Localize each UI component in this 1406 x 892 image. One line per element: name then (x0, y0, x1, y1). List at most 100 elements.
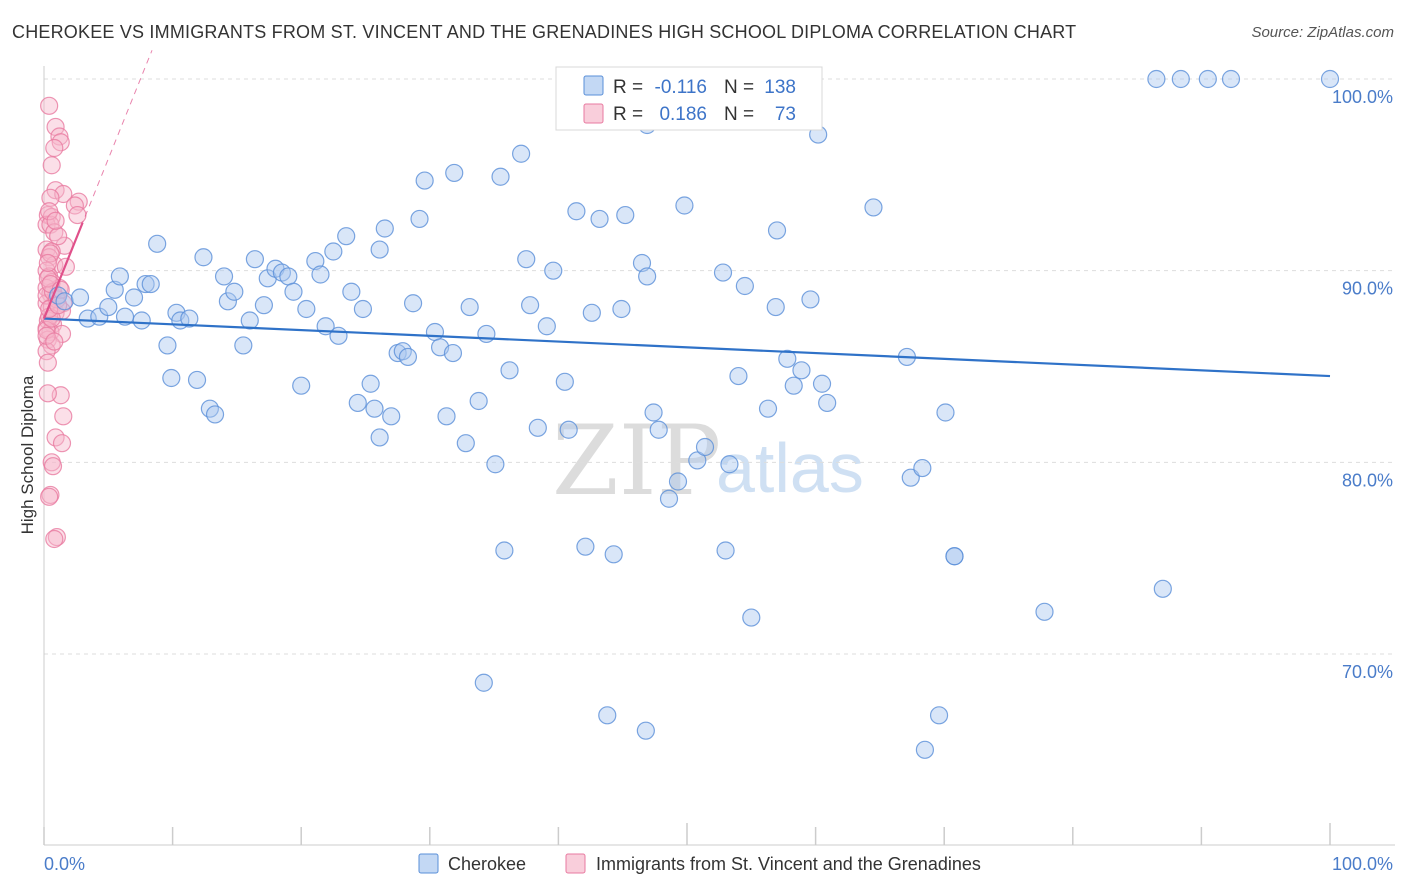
cherokee-point-72 (528, 418, 547, 437)
cherokee-point-87 (649, 420, 668, 439)
legend-swatch-cherokee (583, 75, 604, 96)
cherokee-point-91 (688, 451, 707, 470)
cherokee-point-89 (668, 472, 688, 491)
cherokee-point-24 (218, 292, 237, 311)
cherokee-point-98 (742, 608, 761, 627)
cherokee-point-97 (735, 276, 754, 296)
cherokee-point-33 (279, 267, 298, 286)
cherokee-point-126 (915, 740, 935, 759)
gridlines (44, 78, 1395, 655)
cherokee-point-84 (632, 253, 652, 273)
cherokee-point-3 (78, 309, 97, 328)
legend-r-label-cherokee: R = (613, 77, 643, 98)
cherokee-point-25 (225, 282, 244, 301)
cherokee-point-62 (460, 297, 479, 317)
cherokee-point-6 (105, 280, 124, 299)
legend-n-label-st-vincent: N = (724, 104, 754, 125)
x-tick-labels: 0.0% 100.0% (44, 854, 1393, 874)
legend-n-value-st-vincent: 73 (775, 104, 796, 125)
legend-swatch-st-vincent (583, 103, 604, 124)
cherokee-point-108 (818, 393, 837, 413)
st-vincent-point-72 (38, 253, 57, 273)
y-tick-label-100: 100.0% (1332, 87, 1393, 107)
cherokee-point-36 (297, 299, 316, 319)
cherokee-point-52 (393, 342, 412, 361)
cherokee-point-88 (659, 489, 679, 508)
y-tick-label-90: 90.0% (1342, 279, 1393, 299)
st-vincent-point-51 (40, 487, 59, 506)
watermark-zip: ZIP (552, 405, 721, 517)
cherokee-point-35 (292, 376, 311, 395)
cherokee-point-7 (110, 267, 129, 286)
cherokee-point-107 (812, 374, 832, 393)
cherokee-point-21 (200, 399, 219, 418)
st-vincent-point-69 (45, 332, 64, 351)
cherokee-point-83 (616, 205, 635, 225)
cherokee-point-67 (495, 541, 514, 560)
cherokee-point-118 (1171, 69, 1190, 89)
st-vincent-point-4 (45, 138, 64, 158)
legend-n-value-cherokee: 138 (764, 77, 796, 98)
cherokee-point-27 (240, 311, 259, 330)
st-vincent-point-49 (43, 457, 63, 476)
cherokee-point-19 (187, 370, 207, 390)
cherokee-point-96 (729, 366, 748, 386)
cherokee-point-73 (537, 317, 556, 336)
cherokee-point-22 (205, 405, 225, 424)
cherokee-point-5 (99, 297, 118, 317)
legend-n-label-cherokee: N = (724, 77, 754, 98)
st-vincent-point-2 (50, 127, 69, 146)
st-vincent-point-47 (52, 434, 72, 453)
cherokee-point-80 (590, 209, 609, 229)
cherokee-point-42 (337, 227, 356, 246)
cherokee-point-14 (158, 336, 177, 355)
cherokee-point-66 (491, 167, 510, 186)
cherokee-point-47 (365, 399, 384, 418)
cherokee-point-9 (124, 288, 144, 307)
bottom-legend: Cherokee Immigrants from St. Vincent and… (418, 853, 981, 874)
cherokee-point-64 (477, 324, 496, 344)
cherokee-point-65 (486, 455, 505, 474)
cherokee-point-82 (612, 299, 631, 319)
cherokee-point-81 (604, 545, 623, 564)
st-vincent-point-14 (37, 215, 56, 234)
cherokee-point-92 (695, 437, 715, 457)
cherokee-point-69 (512, 144, 531, 163)
cherokee-point-53 (398, 347, 418, 367)
cherokee-point-133 (929, 706, 949, 725)
st-vincent-point-52 (47, 527, 66, 547)
cherokee-point-105 (801, 290, 820, 309)
cherokee-point-20 (194, 248, 213, 267)
cherokee-point-129 (474, 673, 493, 692)
cherokee-point-70 (517, 250, 536, 269)
bottom-legend-label-st-vincent: Immigrants from St. Vincent and the Gren… (596, 854, 981, 874)
cherokee-point-95 (720, 455, 739, 474)
legend-r-label-st-vincent: R = (613, 104, 643, 125)
cherokee-point-10 (132, 311, 151, 330)
cherokee-point-28 (245, 250, 265, 269)
cherokee-point-101 (767, 221, 787, 240)
cherokee-point-120 (1221, 69, 1241, 89)
cherokee-point-34 (284, 282, 303, 301)
st-vincent-point-8 (41, 188, 60, 207)
cherokee-point-26 (234, 336, 253, 355)
cherokee-trend-line (43, 317, 1331, 378)
axes (43, 66, 1395, 846)
watermark: ZIP atlas (552, 405, 864, 517)
legend-box: R = -0.116 N = 138 R = 0.186 N = 73 (555, 66, 823, 131)
cherokee-point-103 (784, 376, 803, 395)
st-vincent-point-0 (40, 96, 59, 115)
cherokee-point-40 (324, 242, 343, 261)
cherokee-point-37 (306, 251, 325, 271)
cherokee-point-41 (329, 326, 348, 345)
watermark-atlas: atlas (716, 429, 864, 507)
st-vincent-point-5 (42, 156, 61, 175)
cherokee-point-45 (353, 299, 373, 319)
y-tick-labels: 100.0% 90.0% 80.0% 70.0% (1332, 87, 1393, 682)
cherokee-point-79 (582, 303, 601, 322)
st-vincent-point-44 (38, 384, 57, 403)
cherokee-point-23 (214, 267, 234, 286)
cherokee-point-131 (636, 721, 655, 740)
st-vincent-point-41 (37, 342, 56, 361)
